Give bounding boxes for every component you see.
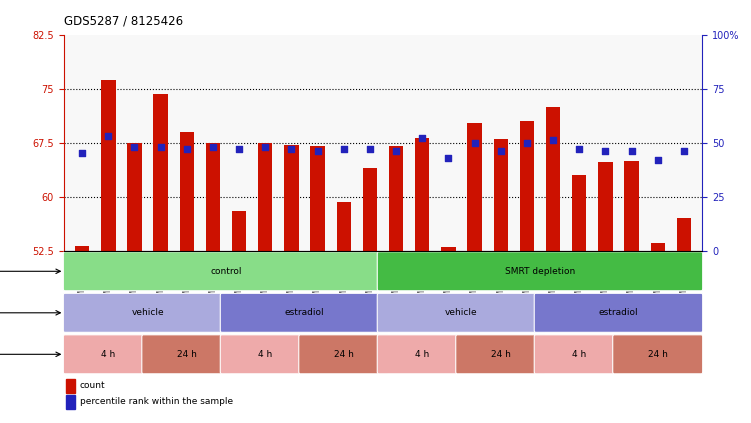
Bar [310,146,324,250]
FancyBboxPatch shape [142,335,232,374]
FancyBboxPatch shape [220,335,310,374]
Text: protocol: protocol [0,267,60,276]
Text: percentile rank within the sample: percentile rank within the sample [80,398,233,407]
FancyBboxPatch shape [63,252,389,291]
FancyBboxPatch shape [377,293,546,332]
Point [207,143,219,150]
FancyBboxPatch shape [377,252,703,291]
FancyBboxPatch shape [534,335,624,374]
Bar [520,121,534,250]
Bar [67,395,75,409]
Text: 4 h: 4 h [258,350,273,359]
Bar [75,246,89,250]
FancyBboxPatch shape [63,293,232,332]
FancyBboxPatch shape [534,293,703,332]
Bar [677,218,691,250]
Text: estradiol: estradiol [599,308,638,317]
Point [678,148,690,155]
Text: SMRT depletion: SMRT depletion [505,267,575,276]
Text: vehicle: vehicle [131,308,164,317]
Point [626,148,638,155]
Bar [284,145,299,250]
Point [102,133,114,140]
Bar [258,143,273,250]
Bar [232,211,246,250]
Text: 4 h: 4 h [415,350,430,359]
Text: 4 h: 4 h [572,350,587,359]
Text: 24 h: 24 h [334,350,354,359]
Point [416,135,428,142]
Bar [415,137,430,250]
Point [338,146,350,152]
Bar [572,175,587,250]
Point [76,150,88,157]
Point [390,148,402,155]
Bar [493,139,508,250]
Text: vehicle: vehicle [445,308,478,317]
FancyBboxPatch shape [456,335,546,374]
Bar [546,107,560,250]
Text: agent: agent [0,308,60,317]
Point [599,148,611,155]
Point [155,143,167,150]
Bar [467,123,482,250]
Point [469,139,481,146]
Point [285,146,297,152]
FancyBboxPatch shape [63,335,153,374]
Text: time: time [0,350,60,359]
Bar [179,132,194,250]
Point [547,137,559,144]
Text: count: count [80,381,105,390]
Point [573,146,585,152]
Bar [599,162,613,250]
Point [495,148,507,155]
Bar [101,80,116,250]
Point [259,143,271,150]
Bar [624,161,639,250]
Point [128,143,140,150]
Bar [336,202,351,250]
FancyBboxPatch shape [299,335,389,374]
Bar [206,143,220,250]
Point [652,157,664,163]
Point [181,146,193,152]
Bar [127,143,142,250]
FancyBboxPatch shape [377,335,467,374]
Bar [650,243,665,250]
Point [364,146,376,152]
Text: control: control [210,267,242,276]
Point [233,146,245,152]
Text: 4 h: 4 h [101,350,116,359]
Text: estradiol: estradiol [285,308,324,317]
Text: 24 h: 24 h [176,350,197,359]
Bar [363,168,377,250]
FancyBboxPatch shape [220,293,389,332]
FancyBboxPatch shape [613,335,703,374]
Point [521,139,533,146]
Bar [67,379,75,393]
Bar [389,146,403,250]
Bar [442,247,456,250]
Text: GDS5287 / 8125426: GDS5287 / 8125426 [64,14,183,27]
Point [442,154,454,161]
Bar [153,94,167,250]
Text: 24 h: 24 h [648,350,668,359]
Text: 24 h: 24 h [491,350,511,359]
Point [312,148,324,155]
